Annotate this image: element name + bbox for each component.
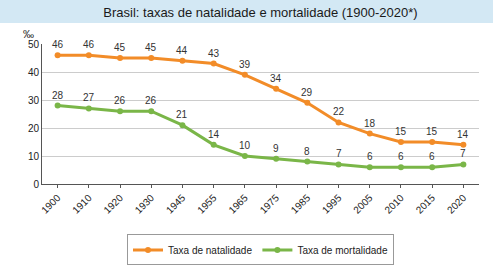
svg-text:9: 9 (273, 143, 279, 154)
svg-text:Taxa de natalidade: Taxa de natalidade (168, 245, 252, 256)
svg-text:2020: 2020 (445, 192, 469, 216)
svg-text:2010: 2010 (382, 192, 406, 216)
svg-text:6: 6 (367, 151, 373, 162)
svg-text:46: 46 (83, 39, 95, 50)
svg-text:1900: 1900 (39, 192, 63, 216)
svg-text:40: 40 (28, 67, 40, 78)
svg-text:28: 28 (52, 90, 64, 101)
svg-text:Brasil: taxas de natalidade e: Brasil: taxas de natalidade e mortalidad… (103, 5, 417, 20)
svg-text:44: 44 (176, 45, 188, 56)
svg-text:1995: 1995 (320, 192, 344, 216)
svg-text:7: 7 (460, 148, 466, 159)
svg-text:2015: 2015 (414, 192, 438, 216)
svg-text:1945: 1945 (164, 192, 188, 216)
svg-text:10: 10 (28, 151, 40, 162)
svg-text:27: 27 (83, 92, 95, 103)
svg-text:26: 26 (114, 95, 126, 106)
svg-text:Taxa de mortalidade: Taxa de mortalidade (297, 245, 387, 256)
svg-text:1965: 1965 (226, 192, 250, 216)
svg-text:8: 8 (304, 146, 310, 157)
svg-text:14: 14 (457, 129, 469, 140)
svg-text:30: 30 (28, 95, 40, 106)
svg-text:50: 50 (28, 39, 40, 50)
svg-text:1955: 1955 (195, 192, 219, 216)
svg-text:1975: 1975 (258, 192, 282, 216)
svg-text:15: 15 (426, 126, 438, 137)
svg-text:1985: 1985 (289, 192, 313, 216)
svg-text:2005: 2005 (351, 192, 375, 216)
svg-text:46: 46 (52, 39, 64, 50)
svg-text:20: 20 (28, 123, 40, 134)
svg-text:29: 29 (301, 87, 313, 98)
svg-text:15: 15 (395, 126, 407, 137)
svg-text:21: 21 (176, 109, 188, 120)
svg-text:1910: 1910 (70, 192, 94, 216)
svg-text:39: 39 (239, 59, 251, 70)
svg-text:‰: ‰ (23, 28, 34, 40)
svg-text:45: 45 (114, 42, 126, 53)
svg-text:34: 34 (270, 73, 282, 84)
svg-text:45: 45 (145, 42, 157, 53)
svg-text:6: 6 (429, 151, 435, 162)
svg-text:0: 0 (33, 179, 39, 190)
svg-text:18: 18 (364, 118, 376, 129)
svg-text:1920: 1920 (101, 192, 125, 216)
svg-text:26: 26 (145, 95, 157, 106)
svg-text:10: 10 (239, 140, 251, 151)
svg-text:7: 7 (336, 148, 342, 159)
svg-text:14: 14 (208, 129, 220, 140)
svg-text:43: 43 (208, 48, 220, 59)
svg-text:22: 22 (333, 106, 345, 117)
svg-text:1930: 1930 (133, 192, 157, 216)
svg-text:6: 6 (398, 151, 404, 162)
